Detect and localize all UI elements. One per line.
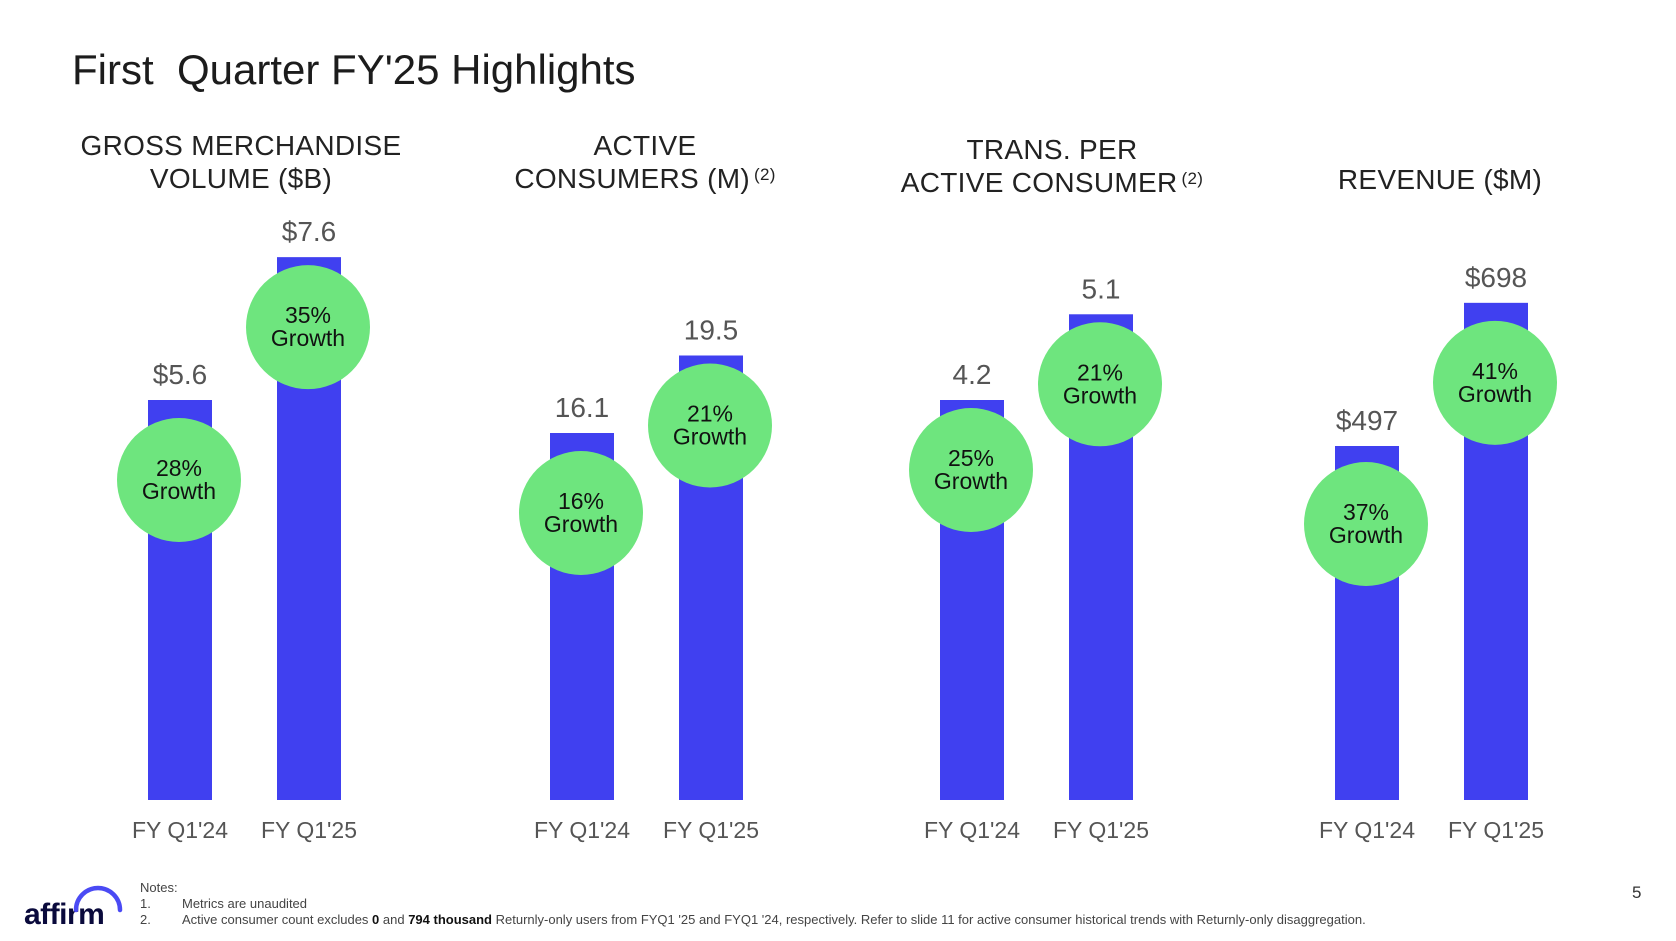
growth-bubble <box>1304 462 1428 586</box>
value-label: 4.2 <box>953 359 992 390</box>
growth-word: Growth <box>544 511 618 537</box>
value-label: 5.1 <box>1082 273 1121 304</box>
panel-title-active-consumers: ACTIVE CONSUMERS (M) (2) <box>455 129 835 195</box>
panel-title-line: ACTIVE <box>593 130 697 161</box>
x-tick-label: FY Q1'25 <box>1448 817 1544 843</box>
affirm-arc-icon <box>73 885 123 913</box>
note-item: 2. Active consumer count excludes 0 and … <box>140 912 1480 928</box>
footnote-marker: (2) <box>753 165 776 184</box>
growth-word: Growth <box>1063 382 1137 408</box>
x-tick-label: FY Q1'24 <box>132 817 228 843</box>
note-emphasis: 794 thousand <box>408 912 492 927</box>
growth-word: Growth <box>271 325 345 351</box>
panel-title-line: TRANS. PER <box>966 134 1138 165</box>
x-tick-label: FY Q1'25 <box>1053 817 1149 843</box>
growth-word: Growth <box>142 478 216 504</box>
growth-percent: 28% <box>156 455 202 481</box>
note-number: 1. <box>140 896 151 911</box>
value-label: $5.6 <box>153 359 208 390</box>
footnotes: Notes: 1. Metrics are unaudited 2. Activ… <box>140 880 1480 928</box>
growth-percent: 35% <box>285 302 331 328</box>
note-part: and <box>379 912 409 927</box>
growth-percent: 21% <box>687 400 733 426</box>
growth-bubble <box>909 408 1033 532</box>
growth-percent: 41% <box>1472 358 1518 384</box>
growth-word: Growth <box>1458 381 1532 407</box>
growth-percent: 21% <box>1077 359 1123 385</box>
panel-title-line: REVENUE ($M) <box>1337 164 1543 195</box>
panel-title-line: GROSS MERCHANDISE <box>80 130 402 161</box>
logo-text: affirm <box>24 898 105 931</box>
panel-title-line: ACTIVE CONSUMER <box>900 167 1178 198</box>
note-number: 2. <box>140 912 151 927</box>
growth-bubble <box>117 418 241 542</box>
growth-percent: 37% <box>1343 499 1389 525</box>
page-title: First Quarter FY'25 Highlights <box>72 46 636 93</box>
panel-title-revenue: REVENUE ($M) <box>1250 163 1630 196</box>
growth-word: Growth <box>1329 522 1403 548</box>
x-tick-label: FY Q1'24 <box>1319 817 1415 843</box>
panel-title-trans-per-consumer: TRANS. PER ACTIVE CONSUMER (2) <box>862 133 1242 199</box>
note-part: Active consumer count excludes <box>182 912 373 927</box>
panel-title-line: VOLUME ($B) <box>149 163 333 194</box>
growth-bubble <box>519 451 643 575</box>
growth-bubble <box>1433 320 1557 445</box>
notes-heading: Notes: <box>140 880 178 895</box>
growth-bubble <box>648 363 772 488</box>
growth-bubble <box>246 265 370 390</box>
x-tick-label: FY Q1'24 <box>924 817 1020 843</box>
growth-percent: 16% <box>558 488 604 514</box>
value-label: 16.1 <box>555 392 610 423</box>
panel-title-gmv: GROSS MERCHANDISE VOLUME ($B) <box>51 129 431 195</box>
growth-word: Growth <box>934 468 1008 494</box>
value-label: $7.6 <box>282 216 337 247</box>
x-tick-label: FY Q1'24 <box>534 817 630 843</box>
note-emphasis: 0 <box>372 912 380 927</box>
x-tick-label: FY Q1'25 <box>663 817 759 843</box>
note-text: Active consumer count excludes 0 and 794… <box>182 912 1366 928</box>
note-part: Returnly-only users from FYQ1 '25 and FY… <box>492 912 1366 927</box>
growth-percent: 25% <box>948 445 994 471</box>
value-label: $497 <box>1336 405 1398 436</box>
growth-bubble <box>1038 322 1162 447</box>
value-label: 19.5 <box>684 314 739 345</box>
note-item: 1. Metrics are unaudited <box>140 896 1480 912</box>
panel-title-line: CONSUMERS (M) <box>514 163 750 194</box>
x-tick-label: FY Q1'25 <box>261 817 357 843</box>
footnote-marker: (2) <box>1181 169 1204 188</box>
growth-word: Growth <box>673 423 747 449</box>
page-number: 5 <box>1632 883 1642 902</box>
affirm-logo: affirm <box>24 884 128 936</box>
note-text: Metrics are unaudited <box>182 896 308 911</box>
value-label: $698 <box>1465 262 1527 293</box>
